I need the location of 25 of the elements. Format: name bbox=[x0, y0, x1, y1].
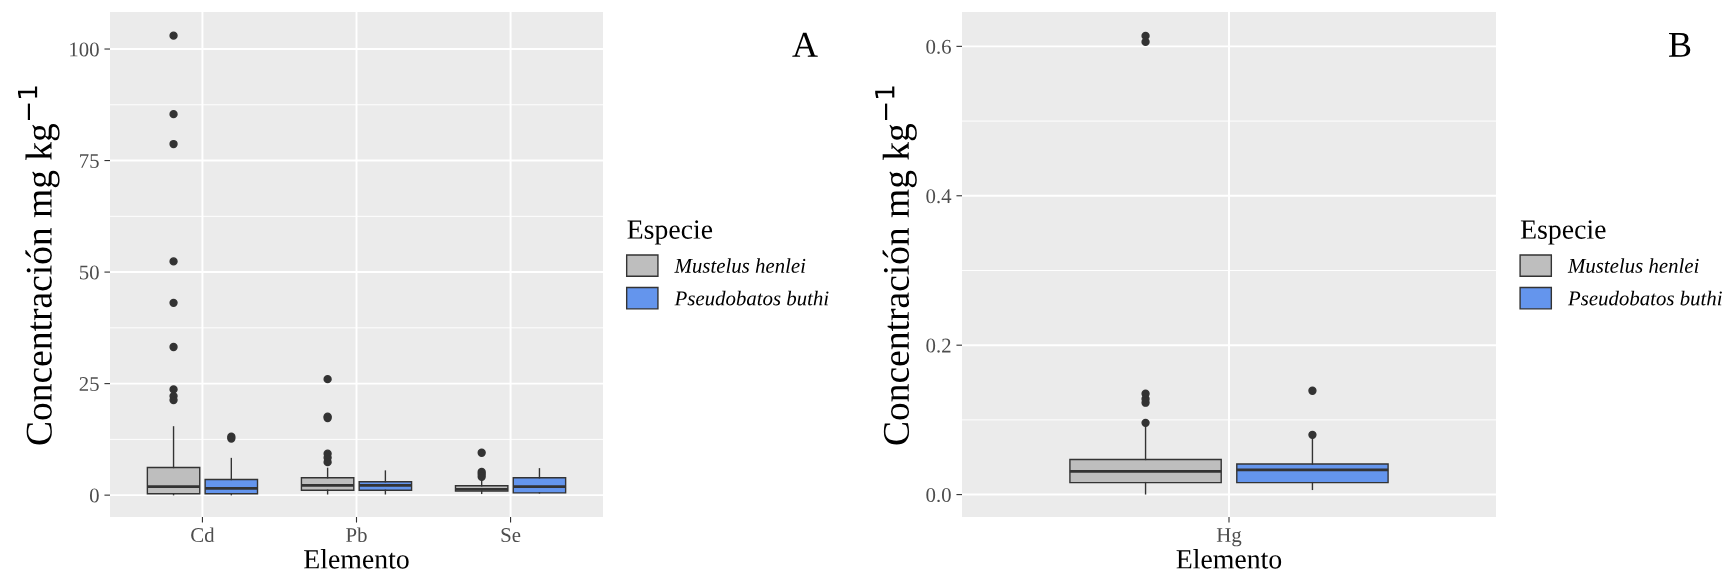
x-tick-label: Pb bbox=[346, 527, 367, 543]
x-axis-title: Elemento bbox=[304, 549, 409, 569]
y-tick-label: 75 bbox=[80, 154, 99, 168]
text: B bbox=[1668, 33, 1691, 57]
legend-title: Especie bbox=[627, 220, 713, 245]
x-tick-label: Cd bbox=[191, 527, 215, 543]
legend-label: Pseudobatos buthi bbox=[674, 290, 829, 306]
y-axis-title: Concentración mg kg$^{−1}$ bbox=[18, 86, 60, 445]
y-tick-label: 0 bbox=[89, 488, 99, 503]
x-tick-label: Se bbox=[501, 528, 521, 543]
y-tick-label: 25 bbox=[79, 377, 99, 392]
x-axis-title: Elemento bbox=[1176, 549, 1282, 569]
y-tick-label: 50 bbox=[79, 265, 99, 280]
legend-label: Mustelus henlei bbox=[1567, 258, 1699, 273]
legend-title: Especie bbox=[1520, 220, 1606, 245]
y-tick-label: 0.2 bbox=[926, 338, 951, 353]
x-tick-label: Hg bbox=[1216, 528, 1242, 547]
y-tick-label: 0.6 bbox=[926, 39, 951, 54]
legend-label: Pseudobatos buthi bbox=[1567, 290, 1722, 306]
text: A bbox=[792, 32, 818, 57]
y-tick-label: 0.0 bbox=[926, 487, 951, 503]
y-tick-label: 0.4 bbox=[926, 189, 952, 204]
legend-label: Mustelus henlei bbox=[674, 258, 806, 273]
y-axis-title: Concentración mg kg$^{−1}$ bbox=[875, 86, 917, 445]
y-tick-label: 100 bbox=[70, 42, 99, 57]
